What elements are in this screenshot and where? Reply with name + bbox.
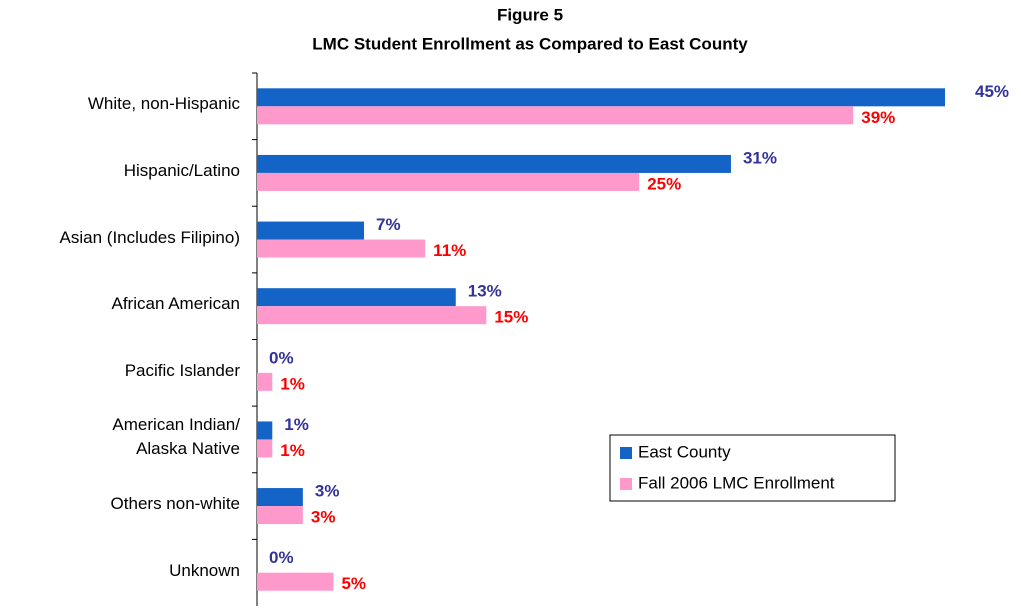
legend-label: Fall 2006 LMC Enrollment (638, 473, 835, 492)
data-label: 3% (315, 482, 340, 501)
y-tick-label: White, non-Hispanic (87, 94, 240, 114)
data-label: 25% (647, 174, 681, 193)
bar (257, 88, 945, 107)
data-label: 1% (284, 415, 309, 434)
legend-label: East County (638, 442, 731, 461)
bar (257, 488, 303, 507)
data-label: 15% (494, 308, 528, 327)
data-label: 0% (269, 348, 294, 367)
data-label: 39% (861, 108, 895, 127)
chart-subtitle: LMC Student Enrollment as Compared to Ea… (312, 34, 748, 53)
bar (257, 439, 273, 458)
y-tick-label: Unknown (169, 560, 240, 580)
bar (257, 221, 365, 240)
data-label: 7% (376, 215, 401, 234)
y-tick-label: Others non-white (110, 494, 240, 514)
data-label: 3% (311, 508, 336, 527)
bar (257, 288, 456, 307)
bar (257, 172, 640, 191)
bar (257, 306, 487, 325)
y-tick-label: African American (111, 294, 241, 314)
bar (257, 239, 426, 258)
data-label: 45% (975, 82, 1009, 101)
data-label: 1% (280, 374, 305, 393)
bar (257, 372, 273, 391)
y-tick-label: American Indian/ Alaska Native (112, 415, 240, 459)
bar (257, 106, 854, 125)
legend-swatch (620, 478, 632, 490)
data-label: 0% (269, 548, 294, 567)
data-label: 31% (743, 148, 777, 167)
bar (257, 506, 303, 525)
bar (257, 572, 334, 591)
data-label: 13% (468, 282, 502, 301)
legend-swatch (620, 447, 632, 459)
data-label: 5% (341, 574, 366, 593)
chart-title: Figure 5 (497, 5, 563, 24)
y-tick-label: Pacific Islander (124, 360, 240, 380)
data-label: 1% (280, 441, 305, 460)
y-tick-label: Hispanic/Latino (123, 160, 240, 180)
legend-box (609, 434, 896, 502)
bar (257, 154, 731, 173)
data-label: 11% (433, 241, 466, 260)
y-tick-label: Asian (Includes Filipino) (59, 227, 240, 247)
bar (257, 421, 273, 440)
